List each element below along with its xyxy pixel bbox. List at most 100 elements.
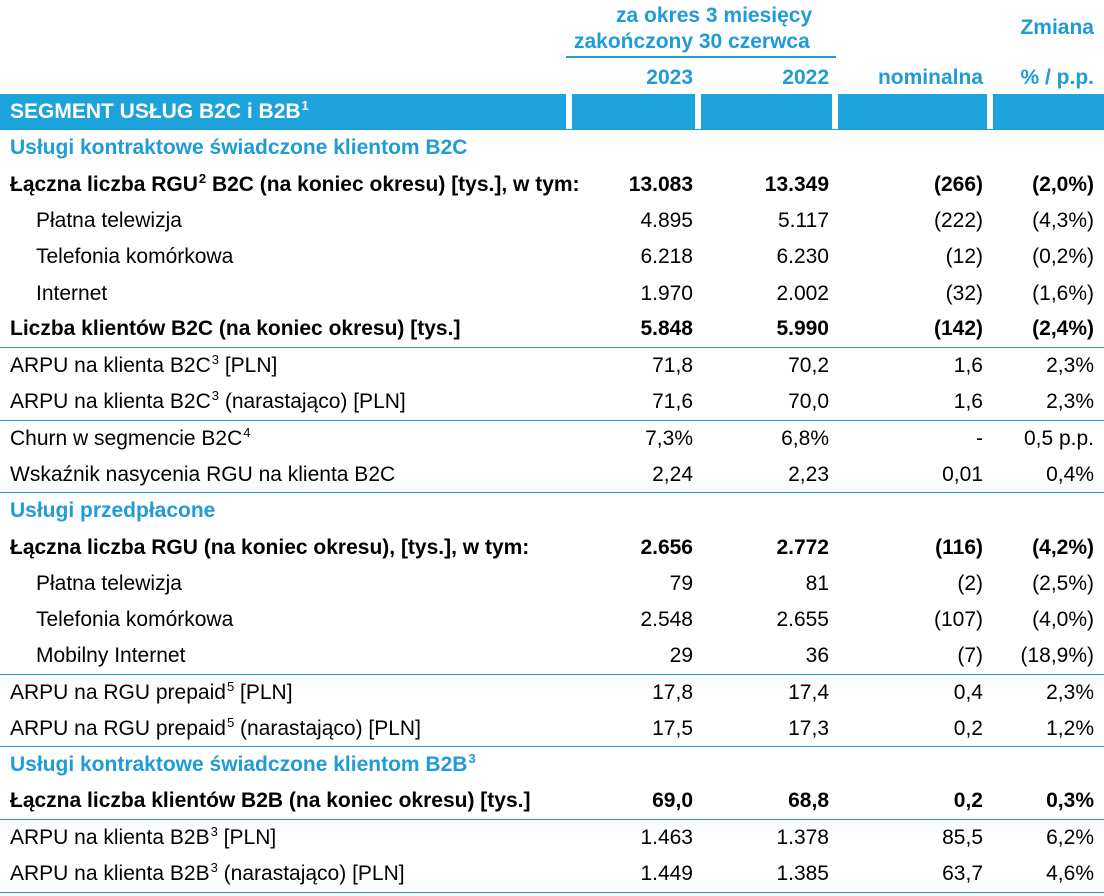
value-2023: 2.548 — [640, 608, 693, 632]
value-2022: 2.772 — [776, 535, 829, 559]
section-header-row: Usługi kontraktowe świadczone klientom B… — [0, 747, 1104, 783]
segment-header-row: SEGMENT USŁUG B2C i B2B 1 — [0, 94, 1104, 131]
value-pct-change: (2,4%) — [1032, 317, 1094, 341]
table-row: Łączna liczba RGU 2 B2C (na koniec okresu… — [0, 167, 1104, 203]
value-nominal-change: (12) — [945, 245, 983, 269]
col-header-pct: % / p.p. — [1020, 66, 1095, 89]
col-header-nominal: nominalna — [877, 66, 983, 89]
row-label: ARPU na klienta B2B 3 (narastająco) [PLN] — [10, 859, 405, 885]
value-2022: 5.990 — [776, 317, 829, 341]
period-heading-line1: za okres 3 miesięcy — [616, 4, 813, 27]
row-label: Łączna liczba RGU 2 B2C (na koniec okresu… — [10, 170, 580, 196]
value-2023: 1.463 — [640, 826, 693, 850]
table-row: Telefonia komórkowa 6.218 6.230 (12) (0,2%) — [0, 239, 1104, 275]
table-row: Telefonia komórkowa 2.548 2.655 (107) (4,0%) — [0, 602, 1104, 638]
value-2022: 68,8 — [788, 789, 829, 813]
period-underline — [566, 56, 836, 58]
row-label-text: Łączna liczba RGU (na koniec okresu), [t… — [10, 535, 530, 559]
value-pct-change: (0,2%) — [1032, 245, 1094, 269]
row-label: ARPU na klienta B2C 3 (narastająco) [PLN] — [10, 388, 406, 414]
value-2023: 5.848 — [640, 317, 693, 341]
row-label: Łączna liczba RGU (na koniec okresu), [t… — [10, 530, 529, 566]
row-label: Wskaźnik nasycenia RGU na klienta B2C — [10, 457, 395, 492]
segment-column-gap — [832, 94, 838, 130]
value-2022: 13.349 — [764, 172, 829, 196]
value-nominal-change: 0,2 — [953, 716, 983, 740]
value-nominal-change: - — [976, 426, 983, 450]
value-nominal-change: (2) — [957, 572, 983, 595]
value-2022: 1.378 — [776, 826, 829, 850]
row-label-text: Telefonia komórkowa — [36, 245, 234, 269]
row-label-text: Liczba klientów B2C (na koniec okresu) [… — [10, 317, 461, 341]
value-2022: 1.385 — [776, 861, 829, 885]
value-2023: 7,3% — [645, 426, 693, 450]
value-2022: 36 — [805, 644, 829, 668]
value-2022: 6.230 — [776, 245, 829, 269]
row-label: Internet — [36, 275, 107, 311]
value-pct-change: 2,3% — [1046, 354, 1094, 378]
value-2023: 17,5 — [652, 716, 693, 740]
row-label-text: ARPU na klienta B2B — [10, 861, 210, 885]
value-nominal-change: 63,7 — [942, 861, 983, 885]
value-nominal-change: 85,5 — [942, 826, 983, 850]
value-2023: 71,6 — [652, 390, 693, 414]
value-pct-change: (4,0%) — [1032, 608, 1094, 632]
value-pct-change: 1,2% — [1046, 716, 1094, 740]
table-row: ARPU na RGU prepaid 5 (narastająco) [PLN]… — [0, 711, 1104, 748]
row-label-text: ARPU na klienta B2C — [10, 390, 211, 414]
value-nominal-change: 1,6 — [953, 354, 983, 378]
row-label-text: Telefonia komórkowa — [36, 608, 234, 632]
segment-column-gap — [987, 94, 993, 130]
row-label: Usługi kontraktowe świadczone klientom B… — [10, 130, 467, 166]
row-label: Łączna liczba klientów B2B (na koniec ok… — [10, 784, 530, 819]
table-row: ARPU na klienta B2C 3 [PLN] 71,8 70,2 1,6 2,3… — [0, 348, 1104, 384]
value-2023: 6.218 — [640, 245, 693, 269]
table-row: Liczba klientów B2C (na koniec okresu) [… — [0, 312, 1104, 349]
value-2022: 17,4 — [788, 680, 829, 704]
row-label-suffix: [PLN] — [219, 354, 278, 378]
value-pct-change: (18,9%) — [1020, 644, 1094, 668]
row-label-text: Usługi kontraktowe świadczone klientom B… — [10, 753, 468, 777]
row-label-text: ARPU na RGU prepaid — [10, 716, 226, 740]
row-label: Liczba klientów B2C (na koniec okresu) [… — [10, 312, 460, 347]
row-label: Usługi kontraktowe świadczone klientom B… — [10, 751, 476, 777]
row-label-text: Internet — [36, 281, 108, 305]
row-label-text: SEGMENT USŁUG B2C i B2B — [10, 99, 301, 123]
row-label-text: Mobilny Internet — [36, 644, 186, 668]
row-label: Mobilny Internet — [36, 638, 185, 673]
table-row: ARPU na klienta B2C 3 (narastająco) [PLN]… — [0, 384, 1104, 421]
value-nominal-change: 0,4 — [953, 680, 983, 704]
segment-column-gap — [695, 94, 701, 130]
row-label: ARPU na klienta B2C 3 [PLN] — [10, 352, 278, 378]
table-row: Wskaźnik nasycenia RGU na klienta B2C 2,2… — [0, 457, 1104, 494]
row-label-text: Usługi przedpłacone — [10, 499, 216, 523]
value-2023: 29 — [669, 644, 693, 668]
row-label: Usługi przedpłacone — [10, 493, 215, 529]
row-label: ARPU na klienta B2B 3 [PLN] — [10, 824, 277, 850]
value-pct-change: (2,0%) — [1032, 172, 1094, 196]
value-pct-change: (4,2%) — [1032, 535, 1094, 559]
value-nominal-change: 1,6 — [953, 390, 983, 414]
value-2023: 2.656 — [640, 535, 693, 559]
value-2022: 17,3 — [788, 716, 829, 740]
financial-table: SEGMENT USŁUG B2C i B2B 1 Usługi kontrakto… — [0, 94, 1104, 893]
table-row: Internet 1.970 2.002 (32) (1,6%) — [0, 275, 1104, 311]
value-2023: 4.895 — [640, 209, 693, 233]
value-pct-change: 2,3% — [1046, 680, 1094, 704]
row-label-suffix: [PLN] — [234, 680, 293, 704]
value-2022: 5.117 — [778, 209, 829, 233]
value-2023: 17,8 — [652, 680, 693, 704]
row-label: Telefonia komórkowa — [36, 602, 233, 638]
row-label-suffix: (narastająco) [PLN] — [217, 861, 405, 885]
value-2022: 70,0 — [788, 390, 829, 414]
value-2022: 70,2 — [788, 354, 829, 378]
value-2023: 1.970 — [640, 281, 693, 305]
row-label-text: Wskaźnik nasycenia RGU na klienta B2C — [10, 462, 396, 486]
value-2023: 71,8 — [652, 354, 693, 378]
row-label-suffix: B2C (na koniec okresu) [tys.], w tym: — [206, 172, 580, 196]
value-pct-change: 6,2% — [1046, 826, 1094, 850]
value-2023: 69,0 — [652, 789, 693, 813]
table-row: Płatna telewizja 4.895 5.117 (222) (4,3%) — [0, 203, 1104, 239]
row-label: Churn w segmencie B2C 4 — [10, 424, 251, 450]
value-2023: 2,24 — [652, 462, 693, 486]
